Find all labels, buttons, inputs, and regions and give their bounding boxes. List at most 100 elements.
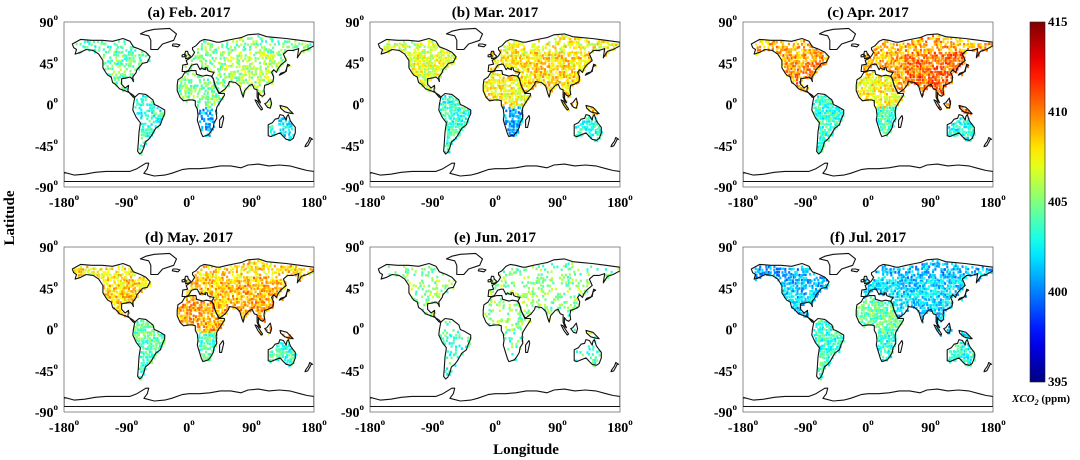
xco2-cell: [115, 50, 118, 54]
xco2-cell: [153, 114, 156, 118]
xco2-cell: [578, 45, 581, 48]
xco2-cell: [219, 304, 222, 307]
xco2-cell: [754, 43, 758, 46]
xco2-cell: [812, 64, 815, 68]
xco2-cell: [262, 308, 265, 312]
xco2-cell: [448, 109, 452, 113]
xco2-cell: [154, 337, 157, 340]
xco2-cell: [821, 114, 824, 118]
xco2-cell: [148, 355, 152, 359]
xco2-cell: [944, 42, 947, 46]
xco2-cell: [828, 119, 831, 123]
xco2-cell: [417, 75, 420, 79]
xco2-cell: [238, 52, 241, 55]
xco2-cell: [259, 73, 262, 77]
xco2-cell: [276, 290, 279, 293]
xco2-cell: [217, 290, 220, 294]
xco2-cell: [548, 53, 551, 57]
xco2-cell: [953, 128, 956, 131]
xco2-cell: [902, 67, 905, 70]
xco2-cell: [834, 123, 837, 126]
xco2-cell: [513, 45, 516, 48]
xco2-cell: [887, 62, 890, 66]
xco2-cell: [894, 59, 897, 63]
xco2-cell: [133, 60, 136, 63]
xco2-cell: [504, 89, 507, 92]
xco2-cell: [267, 81, 271, 84]
xco2-cell: [223, 89, 226, 92]
xco2-cell: [819, 134, 822, 138]
xco2-cell: [919, 65, 922, 68]
xco2-cell: [548, 73, 551, 77]
xco2-cell: [587, 117, 590, 121]
xco2-cell: [800, 76, 803, 80]
xco2-cell: [818, 59, 821, 63]
xco2-cell: [511, 57, 514, 60]
xco2-cell: [490, 78, 493, 82]
xco2-cell: [413, 43, 416, 46]
xco2-cell: [861, 79, 864, 82]
xco2-cell: [919, 50, 922, 54]
xco2-cell: [539, 76, 542, 79]
xco2-cell: [248, 75, 251, 79]
xco2-cell: [146, 361, 149, 365]
xco2-cell: [780, 40, 783, 44]
xco2-cell: [452, 122, 455, 126]
xco2-cell: [819, 148, 822, 151]
xco2-cell: [515, 115, 518, 118]
xco2-cell: [521, 81, 524, 85]
xco2-cell: [796, 65, 799, 68]
xco2-cell: [450, 105, 453, 109]
xco2-cell: [550, 62, 554, 65]
xco2-cell: [512, 108, 515, 112]
xco2-cell: [510, 100, 513, 104]
xco2-cell: [517, 124, 520, 128]
xco2-cell: [146, 325, 149, 329]
xco2-cell: [252, 42, 255, 46]
xco2-cell: [865, 76, 868, 80]
xco2-cell: [427, 45, 430, 49]
xco2-cell: [439, 108, 443, 112]
xco2-cell: [425, 61, 429, 65]
xco2-cell: [269, 359, 272, 362]
xco2-cell: [262, 51, 265, 55]
xco2-cell: [573, 46, 576, 50]
xco2-cell: [788, 70, 791, 74]
xco2-cell: [442, 57, 445, 60]
xco2-cell: [252, 293, 255, 296]
xco2-cell: [934, 70, 937, 74]
xco2-cell: [896, 56, 899, 60]
xco2-cell: [803, 75, 806, 79]
xco2-cell: [807, 61, 810, 65]
xco2-cell: [513, 112, 516, 115]
xco2-cell: [290, 268, 293, 271]
panel-title: (a) Feb. 2017: [148, 5, 231, 21]
xco2-cell: [84, 268, 87, 272]
xco2-cell: [538, 61, 541, 65]
xco2-cell: [119, 303, 122, 307]
xco2-cell: [593, 46, 596, 49]
xco2-cell: [584, 56, 587, 60]
xco2-cell: [259, 305, 262, 309]
plot-frame: [63, 21, 315, 188]
xco2-cell: [538, 79, 541, 82]
xco2-cell: [785, 48, 788, 51]
xco2-cell: [108, 292, 111, 296]
xco2-cell: [256, 43, 259, 47]
xco2-cell: [898, 87, 901, 91]
xco2-cell: [756, 49, 759, 52]
xco2-cell: [452, 102, 455, 106]
xco2-cell: [568, 81, 571, 84]
xco2-cell: [558, 71, 561, 74]
xco2-cell: [506, 120, 509, 123]
xco2-cell: [554, 42, 557, 46]
xco2-cell: [205, 306, 208, 309]
xco2-cell: [209, 48, 212, 51]
xco2-cell: [823, 131, 826, 135]
xco2-cell: [832, 126, 835, 129]
xco2-cell: [939, 65, 942, 69]
xco2-cell: [958, 38, 962, 41]
xco2-cell: [398, 48, 401, 51]
xco2-cell: [273, 61, 276, 65]
xco2-cell: [491, 81, 495, 84]
